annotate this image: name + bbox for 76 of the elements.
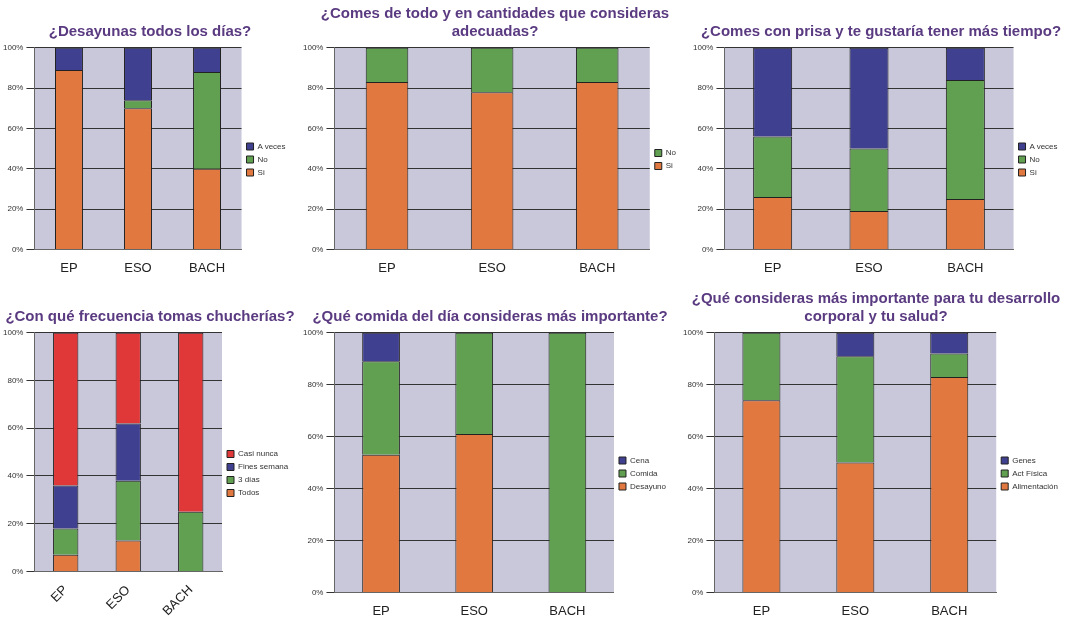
x-tick-label: BACH (579, 259, 616, 275)
y-tick-label: 80% (687, 379, 704, 389)
legend-label: Desayuno (629, 481, 667, 491)
x-tick-label: EP (372, 602, 390, 618)
legend-label: 3 días (238, 475, 260, 485)
x-tick-label: ESO (855, 259, 883, 275)
legend-label: Todos (238, 488, 260, 498)
x-tick-label: BACH (931, 602, 968, 618)
y-tick-label: 0% (11, 244, 24, 254)
y-tick-label: 100% (2, 328, 24, 337)
y-tick-label: 60% (697, 123, 714, 133)
legend-label: A veces (1029, 141, 1058, 151)
y-tick-label: 0% (11, 566, 24, 576)
y-tick-label: 100% (692, 43, 714, 52)
legend-label: Act Física (1012, 468, 1048, 478)
legend-label: Si (665, 161, 674, 171)
y-tick-label: 20% (7, 518, 24, 528)
legend-label: No (257, 154, 269, 164)
y-tick-label: 20% (697, 204, 714, 214)
y-tick-label: 60% (7, 423, 24, 433)
y-tick-label: 80% (7, 83, 24, 93)
y-tick-label: 40% (687, 483, 704, 493)
y-tick-label: 60% (307, 431, 324, 441)
legend-label: Casi nunca (238, 449, 279, 459)
x-tick-label: ESO (460, 602, 488, 618)
legend-label: Comida (629, 468, 659, 478)
y-tick-label: 100% (2, 43, 24, 52)
chart-title: ¿Qué comida del día consideras más importante? (311, 306, 669, 325)
legend-label: No (1029, 154, 1041, 164)
y-tick-label: 40% (7, 471, 24, 481)
chart-title: ¿Desayunas todos los días? (47, 21, 253, 40)
legend-label: Si (257, 167, 265, 177)
chart-title: ¿Comes de todo y en cantidades que consideras adecuadas? (319, 3, 671, 40)
y-tick-label: 80% (7, 375, 24, 385)
y-tick-label: 0% (701, 244, 714, 254)
legend-label: Genes (1012, 455, 1036, 465)
y-tick-label: 40% (307, 163, 324, 173)
y-tick-label: 20% (307, 204, 324, 214)
x-tick-label: BACH (188, 259, 226, 275)
y-tick-label: 0% (311, 244, 324, 254)
x-tick-label: ESO (841, 602, 870, 618)
y-tick-label: 40% (697, 163, 714, 173)
legend-label: Si (1029, 167, 1037, 177)
x-tick-label: EP (752, 602, 771, 618)
chart-title: ¿Comes con prisa y te gustaría tener más tiempo? (699, 21, 1063, 40)
x-tick-label: EP (378, 259, 396, 275)
y-tick-label: 100% (302, 43, 324, 52)
y-tick-label: 20% (7, 204, 24, 214)
y-tick-label: 60% (687, 431, 704, 441)
y-tick-label: 20% (307, 535, 324, 545)
y-tick-label: 100% (302, 328, 324, 337)
x-tick-label: ESO (478, 259, 506, 275)
y-tick-label: 80% (307, 83, 324, 93)
legend-label: Fines semana (238, 462, 289, 472)
y-tick-label: 40% (7, 163, 24, 173)
chart-title: ¿Con qué frecuencia tomas chucherías? (4, 306, 296, 325)
y-tick-label: 60% (7, 123, 24, 133)
legend-label: Cena (629, 455, 650, 465)
y-tick-label: 80% (697, 83, 714, 93)
x-tick-label: EP (60, 259, 78, 275)
legend-label: Alimentación (1012, 481, 1059, 491)
y-tick-label: 60% (307, 123, 324, 133)
y-tick-label: 0% (311, 587, 324, 597)
legend-label: No (665, 148, 677, 158)
y-tick-label: 0% (691, 587, 704, 597)
chart-title: ¿Qué consideras más importante para tu desarrollo corporal y tu salud? (690, 288, 1062, 325)
x-tick-label: BACH (947, 259, 984, 275)
x-tick-label: BACH (549, 602, 586, 618)
legend-label: A veces (257, 141, 286, 151)
y-tick-label: 20% (687, 535, 704, 545)
y-tick-label: 40% (307, 483, 324, 493)
y-tick-label: 100% (682, 328, 704, 337)
x-tick-label: EP (763, 259, 782, 275)
x-tick-label: ESO (124, 259, 152, 275)
y-tick-label: 80% (307, 379, 324, 389)
x-tick-label: EP (47, 581, 71, 605)
